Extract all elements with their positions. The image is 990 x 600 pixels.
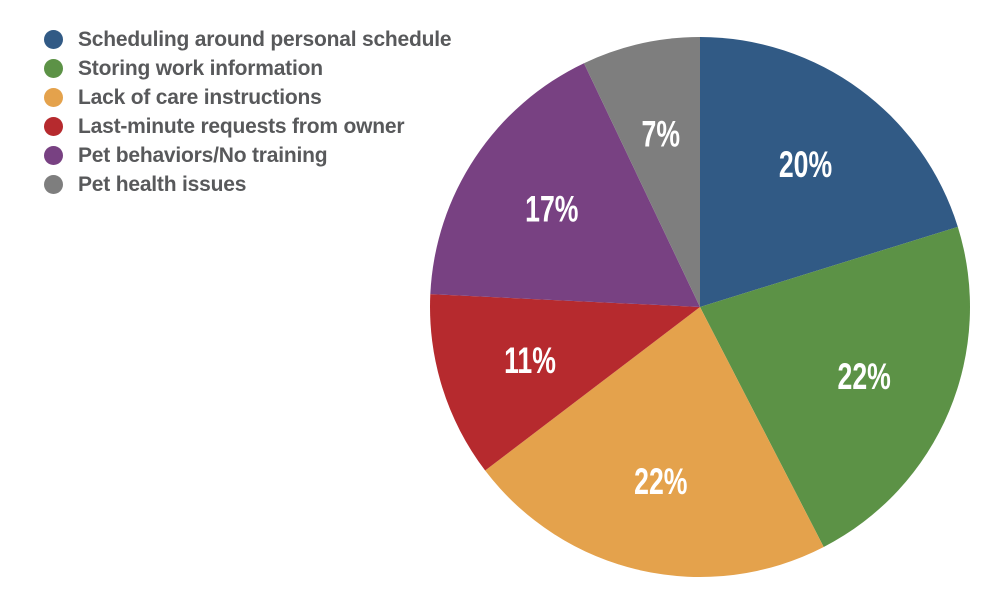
legend-label: Lack of care instructions [78, 85, 322, 109]
legend-swatch-icon [44, 175, 63, 194]
legend: Scheduling around personal schedule Stori… [44, 25, 452, 199]
pie-slice-label-1: 20% [779, 144, 832, 185]
legend-item: Storing work information [44, 54, 451, 83]
pie-slice-6 [583, 37, 700, 307]
legend-swatch-icon [44, 88, 63, 107]
pie-slice-label-6: 7% [642, 113, 680, 154]
pie-slice-label-3: 22% [634, 461, 687, 502]
pie-slice-3 [485, 307, 824, 578]
legend-item: Lack of care instructions [44, 83, 451, 112]
legend-swatch-icon [44, 59, 63, 78]
pie-slice-5 [430, 63, 700, 308]
legend-label: Storing work information [78, 56, 323, 80]
pie-slice-4 [430, 294, 700, 471]
legend-item: Last-minute requests from owner [44, 112, 451, 141]
legend-label: Scheduling around personal schedule [78, 27, 452, 51]
legend-swatch-icon [44, 146, 63, 165]
pie-slice-label-5: 17% [525, 188, 578, 229]
pie-slice-label-2: 22% [838, 356, 891, 397]
legend-item: Scheduling around personal schedule [44, 25, 452, 54]
legend-swatch-icon [44, 117, 63, 136]
pie-slice-label-4: 11% [504, 340, 556, 381]
legend-label: Pet behaviors/No training [78, 143, 328, 167]
pie-slice-2 [700, 226, 970, 547]
legend-swatch-icon [44, 30, 63, 49]
legend-label: Pet health issues [78, 172, 247, 196]
legend-label: Last-minute requests from owner [78, 114, 405, 138]
legend-item: Pet health issues [44, 170, 451, 199]
pie-slice-1 [700, 37, 958, 307]
legend-item: Pet behaviors/No training [44, 141, 451, 170]
